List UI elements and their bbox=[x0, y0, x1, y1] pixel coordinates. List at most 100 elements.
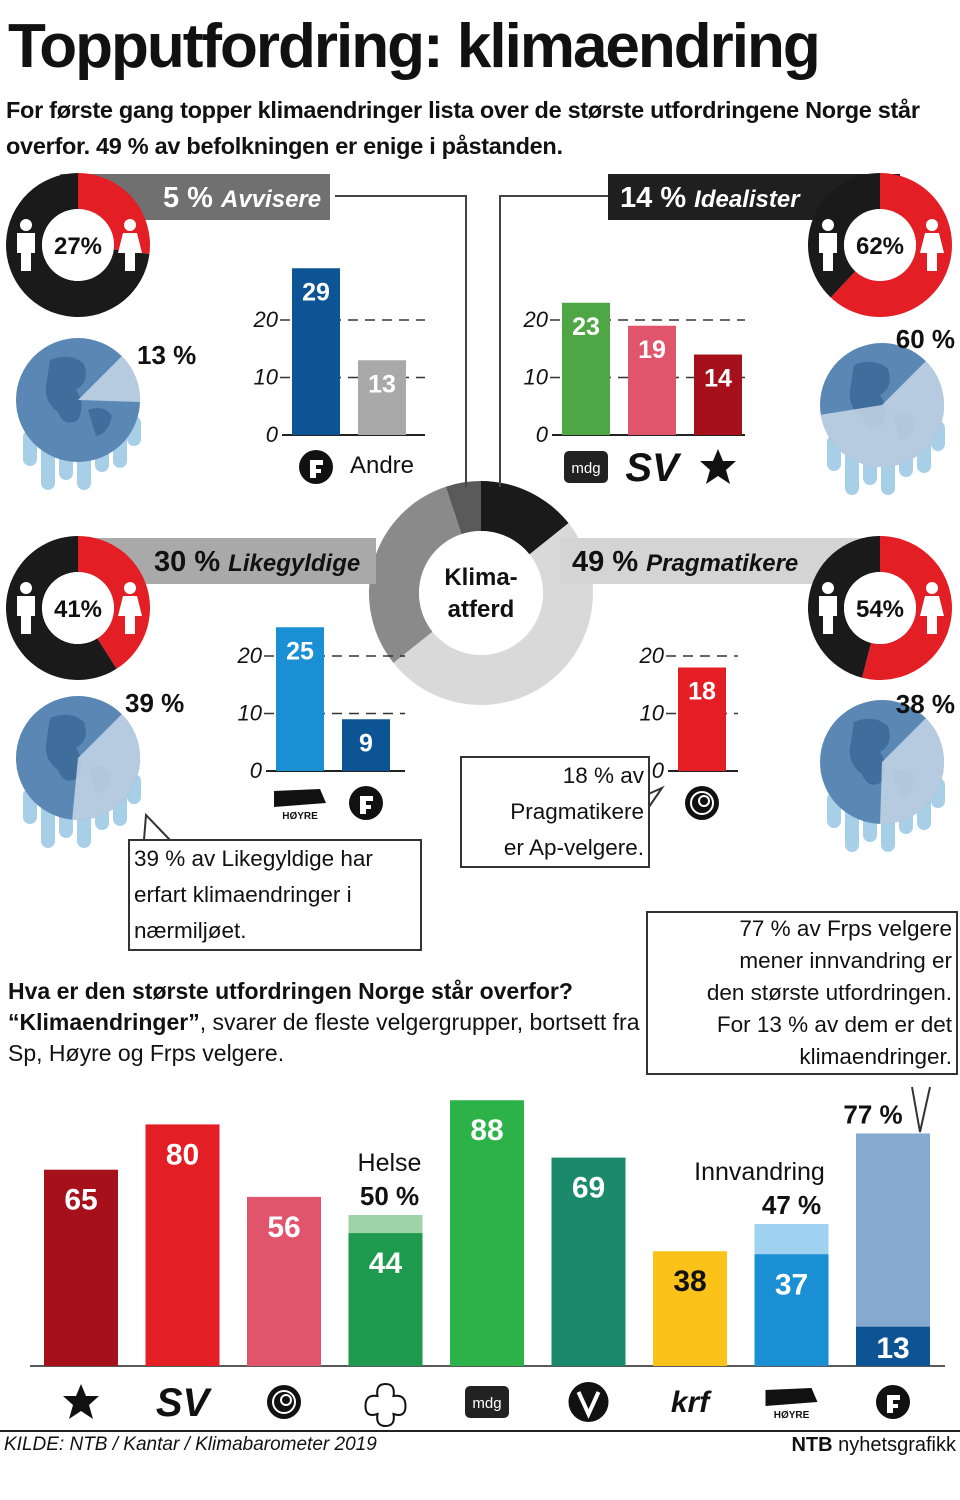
bar-chart-avvisere: 0 10 20 29 13 Andre bbox=[253, 268, 425, 484]
party-logo-sv: SV bbox=[156, 1381, 213, 1425]
page-subtitle: For første gang topper klimaendringer li… bbox=[6, 97, 920, 159]
bar-høyre bbox=[754, 1254, 829, 1366]
bar-value-label: 65 bbox=[64, 1184, 97, 1217]
banner-pragmatikere-pct: 49 % bbox=[572, 546, 646, 578]
callout-frp: 77 % av Frps velgere mener innvandring e… bbox=[646, 911, 958, 1075]
male-icon bbox=[819, 582, 837, 634]
person-head bbox=[926, 582, 938, 594]
party-logo-rodt bbox=[63, 1384, 99, 1419]
hoyre-logo-text: HØYRE bbox=[282, 811, 318, 822]
extra-label-value: 47 % bbox=[762, 1190, 821, 1220]
bar-value-label: 13 bbox=[368, 370, 396, 398]
donut-segment-idealister bbox=[481, 481, 569, 555]
callout-ap-line-3: er Ap-velgere. bbox=[503, 835, 644, 860]
bottom-answer-rest: , svarer de fleste velgergrupper, bortse… bbox=[8, 1009, 640, 1066]
frp-logo-mark bbox=[360, 796, 373, 814]
banner-avvisere-pct: 5 % bbox=[163, 182, 221, 214]
y-tick-label: 10 bbox=[524, 365, 549, 390]
person-body bbox=[17, 233, 35, 271]
ap-rose-petal bbox=[690, 791, 714, 815]
bar bbox=[342, 719, 390, 771]
callout-frp-line-1: 77 % av Frps velgere bbox=[739, 916, 952, 941]
bar-chart-pragmatikere: 0 10 20 18 bbox=[639, 643, 738, 820]
bar-chart-idealister: 0 10 20 23 mdg 19 SV 14 bbox=[523, 302, 745, 490]
globe-land bbox=[45, 356, 86, 423]
ring-hole bbox=[42, 572, 114, 644]
gender-ring-avvisere: 27% bbox=[5, 173, 150, 318]
banner-avvisere-name: Avvisere bbox=[220, 186, 321, 213]
rodt-star-icon bbox=[63, 1384, 99, 1419]
globe-land bbox=[45, 714, 86, 781]
party-logo-frp bbox=[299, 450, 333, 484]
party-logo-frp bbox=[349, 786, 383, 820]
globe-pragmatikere bbox=[820, 700, 945, 852]
credit-brand: NTB bbox=[791, 1434, 833, 1456]
ring-female-share bbox=[78, 536, 150, 669]
person-head bbox=[124, 582, 136, 594]
banner-pragmatikere-name: Pragmatikere bbox=[646, 550, 798, 577]
globe-avvisere-pct: 13 % bbox=[137, 340, 196, 370]
bar-value-label: 29 bbox=[302, 278, 330, 306]
callout-frp-pointer bbox=[911, 1086, 931, 1133]
ap-rose-icon bbox=[685, 786, 719, 820]
y-tick-label: 10 bbox=[640, 701, 665, 726]
person-body bbox=[819, 596, 837, 634]
callout-ap-line-2: Pragmatikere bbox=[510, 799, 644, 824]
bar-chart-main: 65 80 SV 56 Helse 50 % 44 88 mdg 69 38 krf Innvandri… bbox=[30, 1099, 945, 1428]
callout-frp-line-4: For 13 % av dem er det bbox=[716, 1012, 952, 1037]
mdg-logo-text: mdg bbox=[571, 460, 600, 477]
credit: NTB nyhetsgrafikk bbox=[791, 1434, 956, 1457]
ap-rose-petal bbox=[280, 1394, 292, 1406]
callout-frp-line-5: klimaendringer. bbox=[799, 1044, 952, 1069]
footer: KILDE: NTB / Kantar / Klimabarometer 201… bbox=[0, 1430, 960, 1464]
banner-likegyldige-pct: 30 % bbox=[154, 546, 228, 578]
donut-label-line-2: atferd bbox=[448, 596, 515, 623]
callout-likegyldige: 39 % av Likegyldige har erfart klimaendr… bbox=[128, 839, 422, 951]
bar-frp bbox=[856, 1326, 930, 1366]
party-logo-v bbox=[568, 1382, 609, 1422]
bar-value-label: 19 bbox=[638, 336, 666, 364]
ring-male-share bbox=[807, 536, 880, 678]
party-logo-ap bbox=[267, 1385, 301, 1419]
bar-value-label: 23 bbox=[572, 313, 600, 341]
bar bbox=[628, 325, 676, 435]
bar-value-label: 14 bbox=[704, 365, 732, 393]
female-icon bbox=[118, 582, 142, 634]
party-logo-rodt bbox=[700, 449, 736, 484]
bar-value-label: 13 bbox=[876, 1332, 909, 1365]
bottom-question: Hva er den største utfordringen Norge st… bbox=[8, 976, 658, 1069]
y-tick-label: 20 bbox=[253, 307, 279, 332]
bar-value-label: 44 bbox=[369, 1247, 403, 1280]
callout-frp-line-2: mener innvandring er bbox=[739, 948, 952, 973]
bar-value-label: 56 bbox=[267, 1211, 300, 1244]
banner-likegyldige-text: 30 % Likegyldige bbox=[154, 546, 360, 578]
bar-sp bbox=[348, 1233, 423, 1366]
extra-label-value: 50 % bbox=[360, 1181, 419, 1211]
banner-idealister-name: Idealister bbox=[694, 186, 801, 213]
sv-logo-text: SV bbox=[625, 446, 682, 490]
globe-likegyldige-pct: 39 % bbox=[125, 688, 184, 718]
party-logo-hoyre: HØYRE bbox=[274, 789, 326, 822]
person-body bbox=[819, 233, 837, 271]
person-head bbox=[124, 219, 136, 231]
female-icon bbox=[118, 219, 142, 271]
hoyre-logo-text: HØYRE bbox=[774, 1410, 810, 1421]
party-logo-sp bbox=[364, 1382, 407, 1428]
leader-line bbox=[499, 195, 612, 487]
rodt-star-icon bbox=[700, 449, 736, 484]
bar-value-label: 80 bbox=[166, 1138, 199, 1171]
globe-share-sector bbox=[78, 356, 140, 402]
gender-ring-idealister: 62% bbox=[808, 173, 952, 317]
ring-female-share bbox=[830, 173, 952, 317]
krf-logo-text: krf bbox=[671, 1386, 712, 1419]
donut-segment-pragmatikere bbox=[393, 523, 593, 706]
bottom-question-text: Hva er den største utfordringen Norge st… bbox=[8, 978, 573, 1004]
female-icon bbox=[920, 219, 944, 271]
ring-male-share bbox=[6, 536, 117, 680]
category-label: Andre bbox=[350, 452, 414, 479]
donut-label-line-1: Klima- bbox=[444, 564, 517, 591]
sv-logo-text: SV bbox=[156, 1381, 213, 1425]
bar bbox=[694, 354, 742, 435]
